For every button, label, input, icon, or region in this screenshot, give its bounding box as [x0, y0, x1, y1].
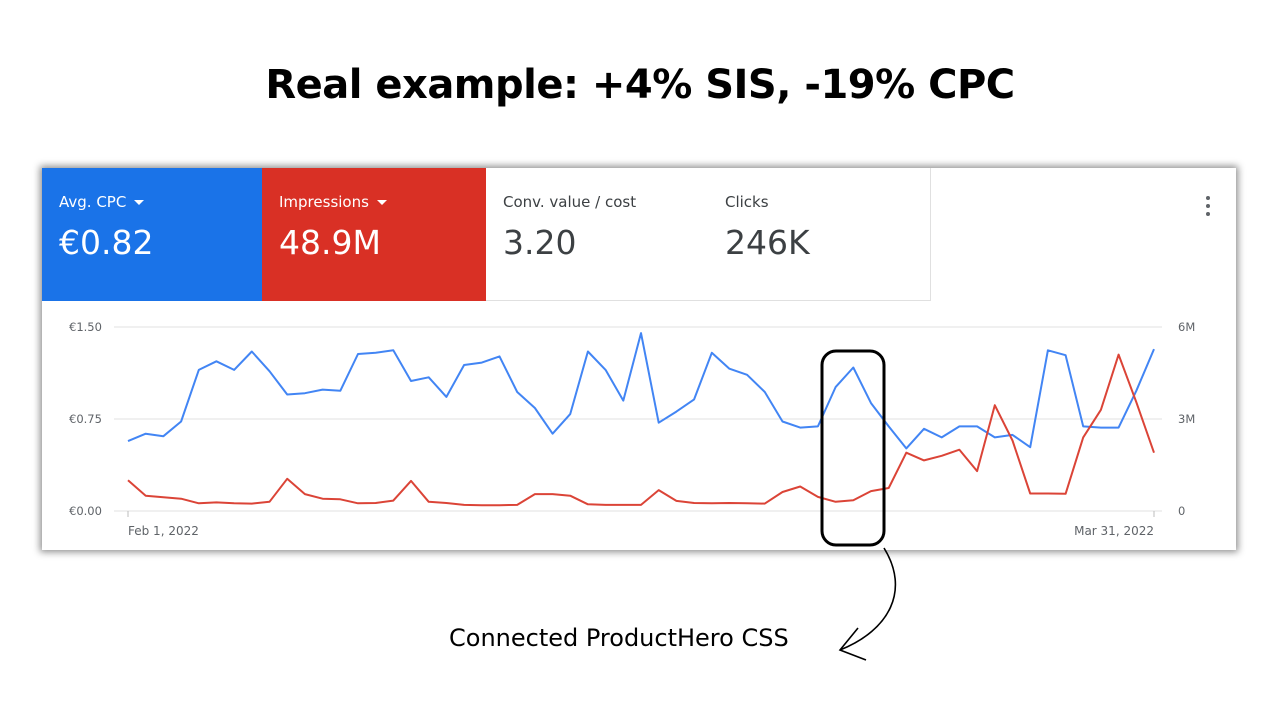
- metric-tile-label: Impressions: [279, 193, 486, 211]
- performance-card: Avg. CPC €0.82 Impressions 48.9M Conv. v…: [42, 168, 1236, 550]
- metric-name: Conv. value / cost: [503, 193, 637, 211]
- metric-tile-avg-cpc[interactable]: Avg. CPC €0.82: [42, 168, 262, 301]
- series-line-avg-cpc: [127, 332, 1155, 450]
- metric-value: 48.9M: [279, 223, 381, 262]
- y-tick-label-right: 0: [1178, 504, 1185, 518]
- dropdown-caret-icon[interactable]: [376, 199, 387, 205]
- metric-tile-clicks[interactable]: Clicks 246K: [708, 168, 931, 301]
- metric-tile-conv-value-cost[interactable]: Conv. value / cost 3.20: [486, 168, 709, 301]
- performance-chart: €1.50 6M €0.75 3M €0.00 0 Feb 1, 2022 Mar 31, 2…: [69, 320, 1195, 538]
- y-tick-label-left: €0.75: [69, 412, 102, 426]
- arrow-head-icon: [838, 627, 867, 661]
- metric-name: Impressions: [279, 193, 369, 211]
- y-tick-label-right: 3M: [1178, 412, 1195, 426]
- y-tick-label-left: €0.00: [69, 504, 102, 518]
- metric-value: 3.20: [503, 223, 577, 262]
- metric-tile-impressions[interactable]: Impressions 48.9M: [262, 168, 486, 301]
- highlight-box: [820, 349, 886, 547]
- metric-value: 246K: [725, 223, 810, 262]
- metric-name: Clicks: [725, 193, 769, 211]
- annotation-arrow: [839, 547, 897, 651]
- dropdown-caret-icon[interactable]: [134, 199, 145, 205]
- metric-name: Avg. CPC: [59, 193, 127, 211]
- x-tick-label-start: Feb 1, 2022: [128, 524, 199, 538]
- annotation-label: Connected ProductHero CSS: [449, 624, 789, 652]
- slide-title: Real example: +4% SIS, -19% CPC: [265, 62, 1015, 108]
- y-tick-label-right: 6M: [1178, 320, 1195, 334]
- more-vert-icon[interactable]: [1202, 196, 1214, 216]
- y-tick-label-left: €1.50: [69, 320, 102, 334]
- metric-tile-label: Avg. CPC: [59, 193, 262, 211]
- series-line-impressions: [127, 353, 1155, 507]
- metric-value: €0.82: [59, 223, 154, 262]
- x-tick-label-end: Mar 31, 2022: [1074, 524, 1154, 538]
